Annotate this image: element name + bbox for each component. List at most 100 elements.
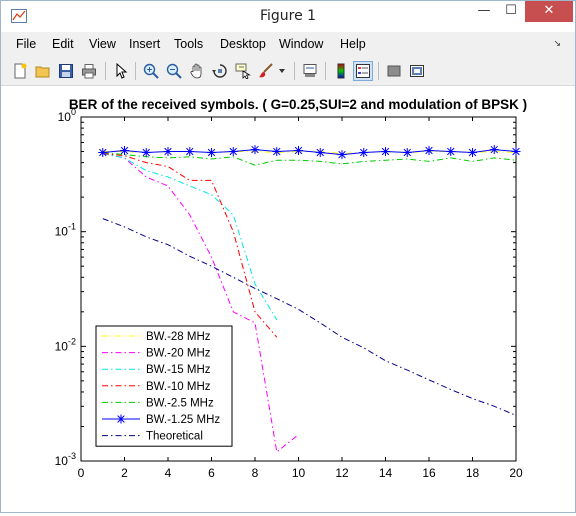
toolbar-separator: [294, 62, 295, 80]
save-icon[interactable]: [56, 61, 76, 81]
edit-plot-arrow-icon[interactable]: [111, 61, 131, 81]
y-tick-exponent: 0: [71, 107, 76, 117]
brush-dropdown-icon[interactable]: [277, 61, 287, 81]
dock-arrow-icon[interactable]: ↘: [553, 39, 561, 49]
menu-bar: File Edit View Insert Tools Desktop Wind…: [1, 33, 575, 55]
star-marker: [99, 148, 107, 157]
y-tick-exponent: -2: [68, 336, 76, 346]
series-5: [98, 145, 521, 160]
x-tick-label: 2: [121, 466, 128, 480]
y-tick-base: 10: [55, 454, 69, 468]
star-marker: [338, 150, 346, 159]
x-tick-label: 12: [335, 466, 349, 480]
x-tick-label: 20: [509, 466, 523, 480]
y-tick-label: 10-2: [55, 336, 76, 353]
series-line: [102, 152, 517, 166]
series-line: [102, 153, 299, 453]
close-button[interactable]: ✕: [525, 1, 573, 22]
x-tick-label: 18: [466, 466, 480, 480]
star-marker: [360, 148, 368, 157]
zoom-in-icon[interactable]: [141, 61, 161, 81]
series-line: [102, 153, 278, 338]
ber-chart: BER of the received symbols. ( G=0.25,SU…: [55, 97, 528, 480]
menu-insert[interactable]: Insert: [129, 37, 161, 51]
series-line: [102, 153, 278, 321]
star-marker: [120, 146, 129, 155]
data-cursor-icon[interactable]: [233, 61, 253, 81]
series-layer: [98, 145, 521, 453]
y-tick-exponent: -1: [68, 222, 76, 232]
menu-window[interactable]: Window: [279, 37, 324, 51]
x-tick-label: 16: [422, 466, 436, 480]
window-title: Figure 1: [259, 8, 317, 24]
matlab-figure-icon: [11, 9, 27, 23]
menu-desktop[interactable]: Desktop: [220, 37, 266, 51]
y-tick-base: 10: [58, 110, 72, 124]
legend: BW.-28 MHz BW.-20 MHz BW.-15 MHz BW.-10 MHz…: [95, 325, 233, 447]
menu-file[interactable]: File: [16, 37, 37, 51]
star-marker: [207, 148, 216, 157]
figure-toolbar: [1, 57, 575, 86]
x-tick-label: 8: [252, 466, 259, 480]
x-tick-label: 6: [208, 466, 215, 480]
y-tick-exponent: -3: [68, 451, 76, 461]
y-tick-base: 10: [55, 225, 69, 239]
menu-view[interactable]: View: [89, 37, 116, 51]
y-tick-label: 100: [58, 107, 76, 124]
star-marker: [447, 147, 455, 156]
x-tick-label: 14: [379, 466, 393, 480]
legend-label: BW.-2.5 MHz: [146, 397, 214, 409]
star-marker: [403, 148, 411, 157]
minimize-button[interactable]: —: [477, 3, 491, 18]
star-marker: [425, 146, 433, 155]
x-tick-label: 4: [165, 466, 172, 480]
series-2: [102, 153, 278, 321]
open-file-icon[interactable]: [33, 61, 53, 81]
series-4: [102, 152, 517, 166]
link-plot-icon[interactable]: [300, 61, 320, 81]
star-marker: [381, 147, 390, 156]
print-icon[interactable]: [79, 61, 99, 81]
chart-title: BER of the received symbols. ( G=0.25,SU…: [69, 97, 527, 112]
y-tick-label: 10-3: [55, 451, 76, 468]
y-tick-label: 10-1: [55, 222, 76, 239]
menu-tools[interactable]: Tools: [174, 37, 204, 51]
pan-hand-icon[interactable]: [187, 61, 207, 81]
star-marker: [117, 415, 125, 423]
series-3: [102, 153, 278, 338]
title-bar[interactable]: Figure 1 — ☐ ✕: [1, 1, 575, 32]
star-marker: [251, 145, 259, 154]
star-marker: [142, 148, 150, 157]
zoom-out-icon[interactable]: [164, 61, 184, 81]
hide-plot-tools-icon[interactable]: [384, 61, 404, 81]
maximize-button[interactable]: ☐: [505, 3, 517, 18]
insert-colorbar-icon[interactable]: [331, 61, 351, 81]
star-marker: [512, 147, 520, 156]
legend-label: Theoretical: [146, 431, 203, 443]
figure-canvas: BER of the received symbols. ( G=0.25,SU…: [1, 86, 575, 512]
star-marker: [490, 145, 498, 154]
series-1: [102, 153, 299, 453]
star-marker: [186, 147, 194, 156]
star-marker: [468, 148, 477, 157]
toolbar-separator: [378, 62, 379, 80]
insert-legend-icon[interactable]: [353, 61, 373, 81]
legend-label: BW.-1.25 MHz: [146, 414, 220, 426]
y-tick-base: 10: [55, 339, 69, 353]
star-marker: [164, 147, 172, 156]
star-marker: [273, 147, 281, 156]
star-marker: [316, 148, 324, 157]
toolbar-separator: [325, 62, 326, 80]
rotate-3d-icon[interactable]: [210, 61, 230, 81]
star-marker: [294, 146, 303, 155]
legend-label: BW.-20 MHz: [146, 348, 211, 360]
brush-icon[interactable]: [256, 61, 276, 81]
show-plot-tools-icon[interactable]: [407, 61, 427, 81]
toolbar-separator: [105, 62, 106, 80]
x-tick-label: 0: [78, 466, 85, 480]
new-figure-icon[interactable]: [10, 61, 30, 81]
star-marker: [229, 147, 237, 156]
menu-help[interactable]: Help: [340, 37, 366, 51]
menu-edit[interactable]: Edit: [52, 37, 74, 51]
